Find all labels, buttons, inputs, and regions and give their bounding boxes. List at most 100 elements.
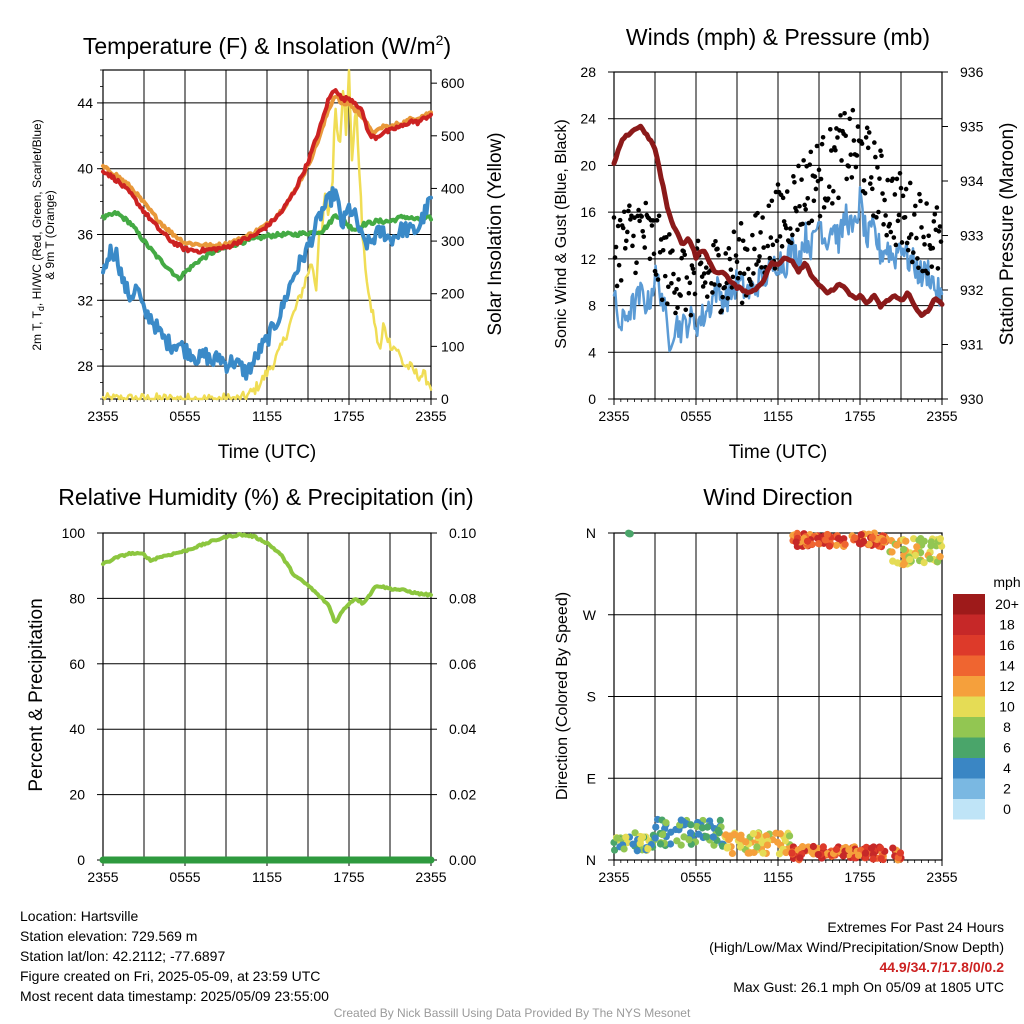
y-right-tick-label: 935 (960, 119, 984, 135)
gust-point (854, 153, 860, 158)
x-tick-label: 0555 (169, 869, 200, 885)
wind-direction-point (825, 542, 834, 550)
gust-point (647, 256, 653, 262)
gust-point (628, 217, 633, 222)
gust-point (853, 164, 859, 170)
gust-point (912, 212, 917, 217)
gust-point (758, 230, 763, 235)
y-left-tick-label: 100 (62, 525, 86, 541)
wind-direction-y-label: Direction (Colored By Speed) (554, 592, 571, 800)
y-left-tick-label: 80 (69, 590, 85, 606)
wind-direction-point (685, 836, 693, 844)
gust-point (624, 238, 629, 244)
x-tick-label: 2355 (87, 869, 118, 885)
legend-swatch (953, 799, 985, 820)
wind-direction-point (758, 839, 766, 847)
gust-point (836, 195, 841, 201)
y-right-tick-label: 200 (441, 286, 465, 302)
gust-point (777, 234, 783, 239)
winds-x-label: Time (UTC) (729, 442, 828, 463)
wind-direction-point (840, 535, 848, 543)
y-left-tick-label: 44 (77, 95, 93, 111)
y-right-tick-label: 100 (441, 338, 465, 354)
gust-point (756, 258, 761, 264)
gust-point (631, 233, 636, 239)
gust-point (736, 237, 742, 242)
gust-point (737, 270, 743, 276)
wind-direction-point (880, 537, 888, 545)
gust-point (937, 224, 943, 229)
extremes-info: Extremes For Past 24 Hours (High/Low/Max… (709, 917, 1004, 997)
wind-direction-point (851, 534, 859, 542)
y-right-tick-label: 0.04 (449, 721, 476, 737)
gust-point (908, 232, 914, 237)
gust-point (929, 264, 935, 269)
gust-point (774, 238, 780, 244)
gust-point (922, 242, 927, 247)
gust-point (639, 214, 644, 219)
legend-label: 0 (1003, 801, 1011, 817)
gust-point (673, 310, 678, 316)
temperature-title: Temperature (F) & Insolation (W/m2) (83, 32, 451, 59)
gust-point (678, 293, 683, 298)
x-tick-label: 0555 (680, 408, 711, 424)
y-tick-label: N (586, 525, 596, 541)
gust-point (817, 213, 823, 219)
x-tick-label: 1755 (844, 408, 875, 424)
gust-point (918, 198, 923, 204)
gust-point (811, 198, 817, 204)
x-tick-label: 0555 (169, 408, 200, 424)
y-right-tick-label: 0.06 (449, 656, 476, 672)
wind-direction-point (662, 819, 670, 827)
gust-point (725, 295, 731, 301)
wind-direction-point (687, 821, 695, 829)
humidity-title: Relative Humidity (%) & Precipitation (i… (58, 484, 473, 510)
gust-point (862, 190, 868, 196)
y-left-tick-label: 28 (580, 64, 596, 80)
windchill-line (101, 186, 433, 381)
gust-point (884, 232, 889, 238)
wind-direction-point (728, 849, 737, 858)
gust-point (726, 246, 732, 251)
y-right-tick-label: 500 (441, 128, 465, 144)
wind-direction-point (622, 833, 630, 841)
gust-point (663, 235, 669, 240)
gust-point (630, 243, 635, 249)
gust-point (879, 153, 884, 159)
wind-direction-point (927, 538, 935, 546)
gust-point (788, 226, 793, 231)
extremes-subheading: (High/Low/Max Wind/Precipitation/Snow De… (709, 939, 1004, 955)
legend-label: 12 (999, 678, 1015, 694)
gust-point (863, 135, 869, 140)
wind-direction-point (861, 849, 870, 857)
wind-direction-point (926, 555, 934, 563)
gust-point (712, 282, 717, 287)
gust-point (634, 260, 639, 266)
gust-point (872, 140, 877, 145)
gust-point (831, 188, 836, 194)
legend-label: 18 (999, 617, 1015, 633)
temperature-y-left-label-line1: 2m T, Td, HI/WC (Red, Green, Scarlet/Blu… (30, 119, 46, 350)
wind-direction-point (803, 537, 812, 545)
wind-direction-point (867, 844, 876, 852)
wind-direction-point (893, 541, 901, 549)
wind-direction-point (702, 833, 710, 841)
extremes-heading: Extremes For Past 24 Hours (827, 919, 1004, 935)
wind-direction-title: Wind Direction (703, 484, 853, 510)
legend-swatch (953, 655, 985, 676)
gust-point (734, 259, 740, 265)
gust-point (848, 152, 854, 157)
gust-point (809, 218, 815, 224)
wind-direction-point (899, 545, 908, 553)
gust-point (790, 232, 795, 238)
gust-point (801, 158, 806, 163)
x-tick-label: 1155 (763, 408, 793, 424)
wind-direction-point (906, 555, 914, 564)
wind-direction-point (865, 540, 873, 548)
gust-point (861, 178, 867, 183)
gust-point (800, 221, 805, 227)
temperature-y-left-label-line2: & 9m T (Orange) (43, 190, 57, 280)
gust-point (892, 192, 898, 197)
gust-point (662, 273, 668, 279)
gust-point (703, 265, 709, 270)
